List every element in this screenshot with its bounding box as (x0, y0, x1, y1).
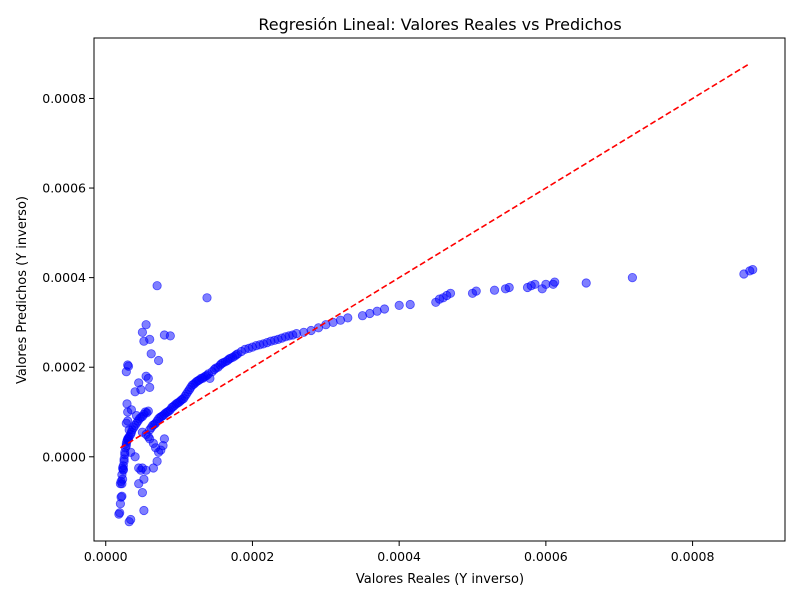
data-point (136, 465, 146, 475)
data-point (115, 508, 125, 518)
x-tick-label: 0.0002 (231, 549, 275, 564)
y-tick-label: 0.0000 (42, 449, 86, 464)
data-point (202, 293, 212, 303)
data-point (154, 447, 164, 457)
data-point (581, 278, 591, 288)
plot-frame (93, 37, 786, 542)
data-point (471, 286, 481, 296)
data-point (137, 327, 147, 337)
data-point (137, 487, 147, 498)
data-point (154, 355, 164, 366)
data-point (489, 285, 500, 295)
data-point (124, 425, 134, 435)
data-point (123, 416, 133, 426)
data-point (122, 399, 132, 409)
x-axis: 0.0000 0.0002 0.0004 0.0006 0.0008 (84, 541, 715, 564)
data-point (550, 277, 560, 287)
data-point (165, 331, 175, 341)
data-point (152, 456, 162, 466)
data-point (343, 313, 353, 323)
data-points (114, 264, 758, 527)
chart-title: Regresión Lineal: Valores Reales vs Pred… (258, 15, 621, 34)
data-point (504, 282, 514, 293)
data-point (134, 479, 144, 489)
y-tick-label: 0.0008 (42, 91, 86, 106)
data-point (143, 373, 153, 383)
data-point (394, 300, 404, 310)
data-point (445, 288, 456, 298)
data-point (146, 349, 156, 359)
x-tick-label: 0.0008 (671, 549, 715, 564)
data-point (627, 272, 638, 283)
data-point (379, 304, 390, 314)
data-point (145, 382, 155, 392)
data-point (143, 406, 153, 416)
reference-line (119, 62, 751, 449)
data-point (126, 514, 136, 525)
data-point (136, 384, 146, 395)
data-point (130, 452, 140, 462)
data-point (530, 279, 540, 289)
data-point (117, 491, 127, 501)
data-point (145, 334, 155, 344)
data-point (131, 410, 142, 421)
data-point (405, 299, 415, 310)
x-axis-label: Valores Reales (Y inverso) (356, 572, 524, 587)
x-tick-label: 0.0006 (524, 549, 568, 564)
data-point (159, 434, 169, 444)
data-point (141, 320, 151, 330)
data-point (139, 505, 149, 516)
data-point (152, 281, 162, 291)
y-axis: 0.0000 0.0002 0.0004 0.0006 0.0008 (42, 91, 94, 464)
y-tick-label: 0.0006 (42, 181, 86, 196)
x-tick-label: 0.0000 (84, 549, 128, 564)
y-tick-label: 0.0002 (42, 360, 86, 375)
x-tick-label: 0.0004 (377, 549, 421, 564)
data-point (121, 367, 131, 377)
data-point (123, 407, 133, 417)
data-point (748, 264, 758, 275)
y-tick-label: 0.0004 (42, 270, 86, 285)
y-axis-label: Valores Predichos (Y inverso) (15, 196, 30, 384)
